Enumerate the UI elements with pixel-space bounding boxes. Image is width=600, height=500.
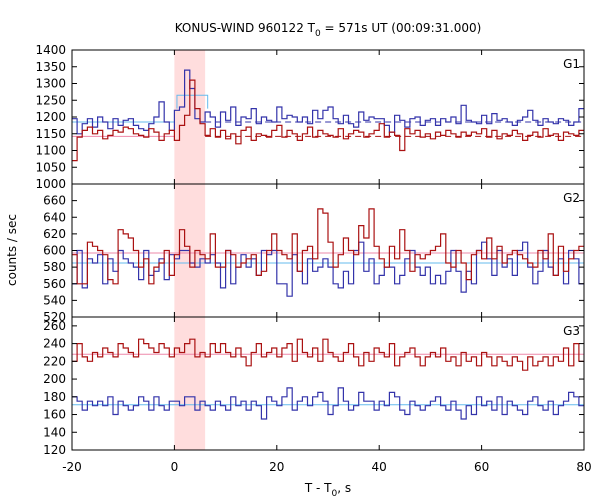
x-tick-label: 0 — [171, 460, 179, 474]
y-tick-label: 600 — [43, 244, 66, 258]
x-tick-label: 60 — [474, 460, 489, 474]
x-axis-label: T - T0, s — [304, 481, 351, 499]
x-axis-label-rest: , s — [337, 481, 351, 495]
panel-G1-frame — [71, 49, 585, 185]
y-tick-label: 1400 — [35, 43, 66, 57]
data-layer — [72, 69, 584, 420]
panel-G2-series-1 — [72, 208, 584, 285]
panel-G3-series-0 — [72, 387, 584, 420]
y-tick-label: 580 — [43, 260, 66, 274]
panel-label: G2 — [563, 191, 580, 205]
y-tick-label: 520 — [43, 310, 66, 324]
y-tick-label: 560 — [43, 277, 66, 291]
y-tick-label: 1150 — [35, 127, 66, 141]
y-tick-label: 640 — [43, 210, 66, 224]
panel-G1-box-0 — [176, 94, 209, 109]
x-tick-label: 20 — [269, 460, 284, 474]
panel-G1-series-0 — [72, 69, 584, 135]
x-axis-label-main: T - T — [304, 481, 332, 495]
panel-G3-series-1 — [72, 338, 584, 371]
y-tick-label: 1250 — [35, 93, 66, 107]
x-tick-label: 80 — [576, 460, 591, 474]
y-tick-label: 260 — [43, 319, 66, 333]
y-tick-label: 1300 — [35, 77, 66, 91]
panel-label: G1 — [563, 57, 580, 71]
frame-layer — [71, 49, 585, 451]
y-tick-label: 1200 — [35, 110, 66, 124]
y-tick-label: 1100 — [35, 144, 66, 158]
y-tick-label: 240 — [43, 337, 66, 351]
text-layer: 100010501100115012001250130013501400G152… — [5, 21, 592, 499]
chart-title-main: KONUS-WIND 960122 T — [175, 21, 316, 35]
y-tick-label: 220 — [43, 354, 66, 368]
panel-G1-series-1 — [72, 79, 584, 162]
x-tick-label: -20 — [62, 460, 82, 474]
y-axis-label: counts / sec — [5, 214, 19, 286]
y-tick-label: 140 — [43, 425, 66, 439]
y-tick-label: 160 — [43, 408, 66, 422]
y-tick-label: 1050 — [35, 160, 66, 174]
chart-title-subscript: 0 — [315, 29, 321, 39]
y-tick-label: 1350 — [35, 60, 66, 74]
chart-title: KONUS-WIND 960122 T0 = 571s UT (00:09:31… — [175, 21, 482, 39]
y-tick-label: 660 — [43, 194, 66, 208]
panel-G2-series-0 — [72, 241, 584, 297]
y-tick-label: 120 — [43, 443, 66, 457]
chart-title-rest: = 571s UT (00:09:31.000) — [321, 21, 482, 35]
panel-G3-frame — [71, 316, 585, 451]
y-tick-label: 620 — [43, 227, 66, 241]
y-tick-label: 200 — [43, 372, 66, 386]
x-tick-label: 40 — [372, 460, 387, 474]
x-axis-label-subscript: 0 — [332, 489, 338, 499]
y-tick-label: 1000 — [35, 177, 66, 191]
y-tick-label: 540 — [43, 293, 66, 307]
panel-label: G3 — [563, 324, 580, 338]
y-tick-label: 180 — [43, 390, 66, 404]
